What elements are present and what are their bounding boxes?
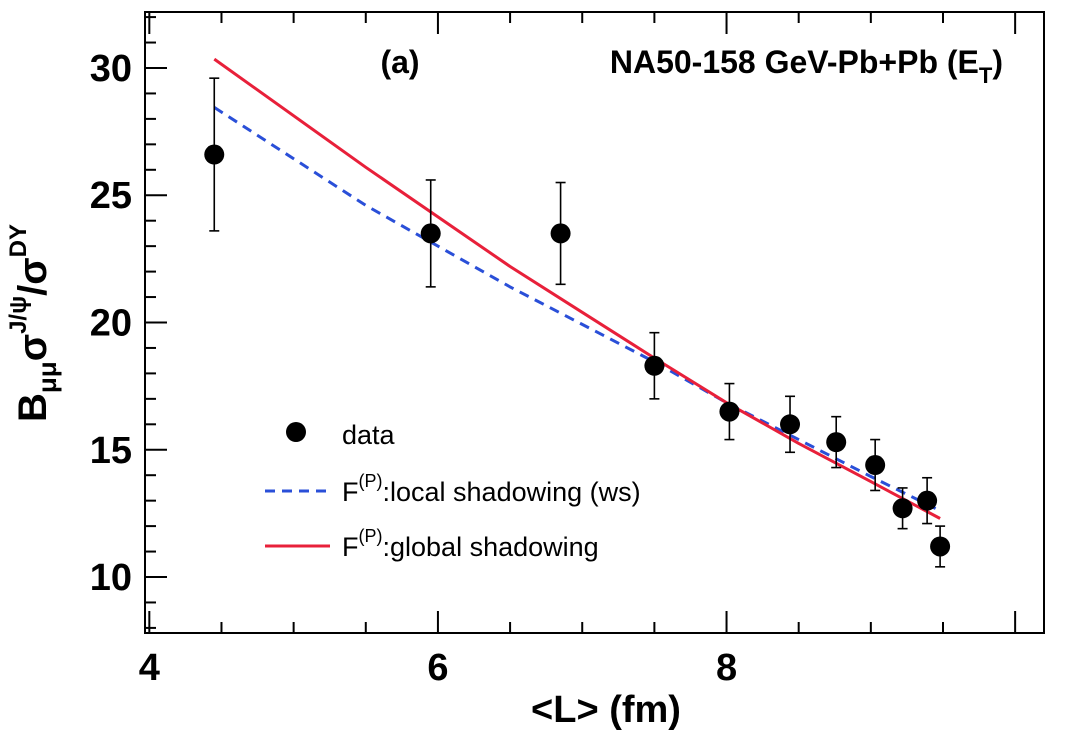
y-axis-title-slash: / — [11, 285, 55, 296]
y-axis-title-sigma1: σ — [11, 334, 55, 361]
chart-title-main: NA50-158 GeV-Pb+Pb (E — [610, 44, 979, 80]
y-tick-label: 10 — [90, 557, 132, 599]
data-point — [892, 498, 913, 519]
legend-global-rest: :global shadowing — [383, 532, 599, 562]
legend-local-sup: (P) — [359, 471, 383, 491]
data-point — [780, 414, 801, 435]
x-tick-label: 6 — [427, 647, 448, 689]
y-tick-label: 15 — [90, 430, 132, 472]
x-tick-label: 4 — [139, 647, 160, 689]
data-point — [719, 401, 740, 422]
legend-marker-data — [286, 422, 306, 442]
y-tick-label: 30 — [90, 48, 132, 90]
data-point — [826, 432, 847, 453]
legend-label-global: F(P):global shadowing — [342, 526, 599, 562]
y-axis-title-sigma1-sup: J/ψ — [5, 296, 32, 334]
x-axis-title: <L> (fm) — [531, 689, 681, 731]
x-tick-label: 8 — [716, 647, 737, 689]
y-axis-title-sigma2: σ — [11, 257, 55, 284]
legend-label-data: data — [342, 420, 396, 450]
tick-labels: 4 6 8 10 15 20 25 30 — [90, 48, 737, 689]
legend-local-rest: :local shadowing (ws) — [383, 477, 641, 507]
data-point — [644, 355, 665, 376]
data-point — [550, 223, 571, 244]
data-point — [930, 536, 951, 557]
chart-title-close: ) — [992, 44, 1003, 80]
y-tick-label: 25 — [90, 175, 132, 217]
legend: data F(P):local shadowing (ws) F(P):glob… — [265, 420, 641, 562]
local-shadowing-line — [213, 106, 941, 513]
legend-local-main: F — [342, 477, 359, 507]
chart-title: NA50-158 GeV-Pb+Pb (ET) — [610, 44, 1003, 88]
data-point — [917, 490, 938, 511]
data-point — [204, 144, 225, 165]
legend-global-main: F — [342, 532, 359, 562]
data-point — [420, 223, 441, 244]
data-point — [865, 455, 886, 476]
panel-label: (a) — [380, 44, 419, 80]
legend-label-local: F(P):local shadowing (ws) — [342, 471, 641, 507]
y-axis-title: BμμσJ/ψ/σDY — [5, 224, 62, 422]
y-axis-title-B: B — [11, 393, 55, 422]
y-tick-label: 20 — [90, 303, 132, 345]
y-axis-title-sigma2-sup: DY — [5, 224, 32, 257]
series-points — [204, 77, 951, 568]
chart-title-sub: T — [979, 63, 993, 88]
axis-ticks — [145, 12, 1017, 633]
legend-global-sup: (P) — [359, 526, 383, 546]
y-axis-title-B-sub: μμ — [32, 361, 62, 393]
